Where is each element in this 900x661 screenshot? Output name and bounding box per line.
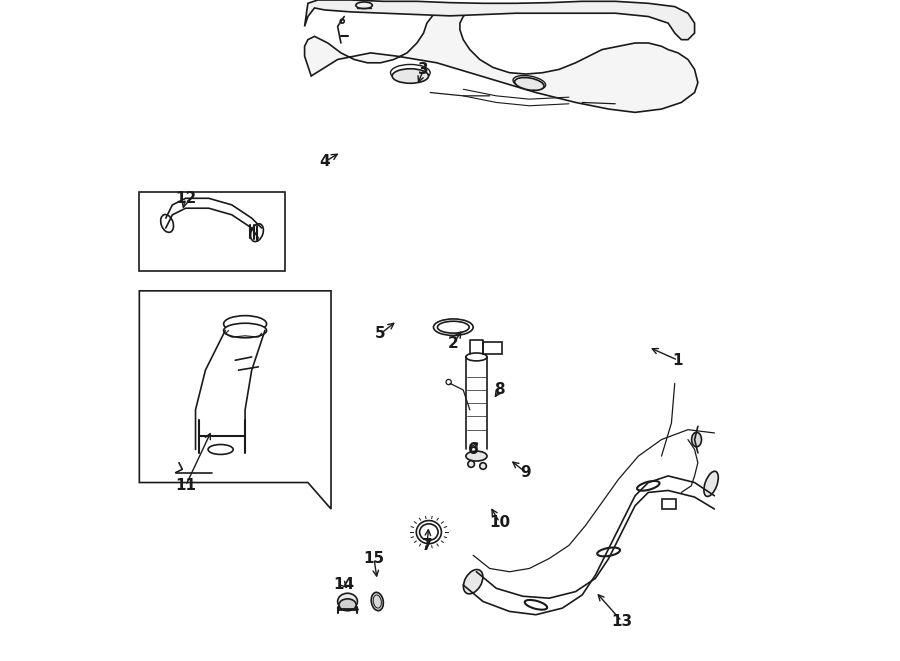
Bar: [140, 192, 284, 271]
Text: 10: 10: [489, 515, 510, 529]
Ellipse shape: [480, 463, 486, 469]
Text: 6: 6: [468, 442, 479, 457]
Ellipse shape: [434, 319, 473, 335]
Polygon shape: [140, 291, 331, 509]
Ellipse shape: [417, 521, 441, 543]
Ellipse shape: [704, 471, 718, 496]
Ellipse shape: [468, 461, 474, 467]
Polygon shape: [304, 0, 695, 40]
Ellipse shape: [250, 223, 264, 242]
Ellipse shape: [339, 599, 356, 611]
Ellipse shape: [161, 214, 174, 233]
Text: 1: 1: [673, 353, 683, 368]
Text: 2: 2: [448, 336, 459, 351]
Ellipse shape: [392, 69, 428, 83]
Ellipse shape: [371, 592, 383, 611]
Ellipse shape: [338, 594, 357, 609]
Ellipse shape: [464, 570, 483, 594]
Ellipse shape: [223, 323, 266, 338]
Ellipse shape: [208, 444, 233, 455]
Text: 11: 11: [176, 479, 196, 493]
Text: 8: 8: [494, 383, 505, 397]
Text: 15: 15: [364, 551, 384, 566]
Ellipse shape: [515, 77, 544, 91]
Text: 7: 7: [421, 538, 432, 553]
Ellipse shape: [223, 316, 266, 332]
Text: 3: 3: [418, 62, 429, 77]
Text: 5: 5: [375, 327, 386, 341]
Bar: [662, 499, 676, 509]
Text: 4: 4: [320, 155, 329, 169]
Bar: [483, 342, 501, 354]
Polygon shape: [304, 7, 698, 112]
Ellipse shape: [691, 432, 701, 447]
Text: 14: 14: [334, 578, 355, 592]
Text: 13: 13: [611, 614, 633, 629]
Text: 12: 12: [175, 191, 196, 206]
Ellipse shape: [466, 451, 487, 461]
Text: 9: 9: [521, 465, 531, 480]
